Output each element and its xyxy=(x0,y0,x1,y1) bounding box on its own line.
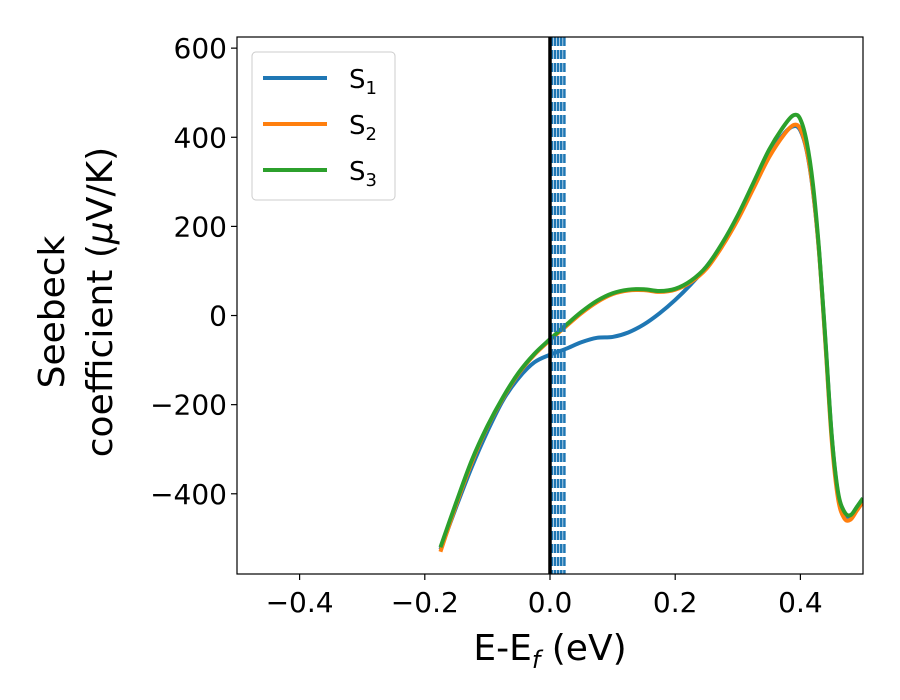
x-axis-title-rest: (eV) xyxy=(540,628,626,669)
y-tick-label: 200 xyxy=(174,210,227,243)
legend-label-s3: S3 xyxy=(349,157,377,191)
series-line-s2 xyxy=(438,122,863,553)
y-tick-label: 400 xyxy=(174,121,227,154)
y-tick-label: −400 xyxy=(150,478,227,511)
y-axis-title-line2-start: coefficient ( xyxy=(80,244,121,457)
series-line-s1 xyxy=(438,124,863,551)
y-axis-title-mu: μ xyxy=(80,221,121,245)
y-axis-title-line2-end: V/K) xyxy=(80,147,121,221)
legend-label-s1-name: S xyxy=(349,65,366,95)
x-tick-label: 0.0 xyxy=(528,586,573,619)
x-tick-label: 0.2 xyxy=(653,586,698,619)
x-axis-title-base: E-E xyxy=(473,628,531,669)
vertical-lines xyxy=(548,37,566,574)
y-tick-label: 0 xyxy=(209,300,227,333)
x-axis-title: E-Ef (eV) xyxy=(473,628,626,674)
legend-label-s1: S1 xyxy=(349,65,377,99)
legend-label-s3-sub: 3 xyxy=(366,170,377,191)
y-ticks: 600 400 200 0 −200 −400 xyxy=(150,32,237,511)
legend: S1 S2 S3 xyxy=(251,51,396,201)
y-tick-label: −200 xyxy=(150,389,227,422)
y-axis-title-line1: Seebeck xyxy=(32,235,73,388)
legend-label-s2-sub: 2 xyxy=(366,124,377,145)
legend-label-s3-name: S xyxy=(349,157,366,187)
x-tick-label: 0.4 xyxy=(778,586,823,619)
x-tick-label: −0.4 xyxy=(266,586,334,619)
legend-label-s1-sub: 1 xyxy=(366,78,377,99)
legend-label-s2: S2 xyxy=(349,111,377,145)
x-ticks: −0.4 −0.2 0.0 0.2 0.4 xyxy=(266,574,823,619)
legend-label-s2-name: S xyxy=(349,111,366,141)
x-tick-label: −0.2 xyxy=(391,586,459,619)
y-axis-title-line2: coefficient (μV/K) xyxy=(80,147,121,457)
y-tick-label: 600 xyxy=(174,32,227,65)
series-line-s3 xyxy=(438,112,863,548)
series-layer xyxy=(438,112,863,553)
